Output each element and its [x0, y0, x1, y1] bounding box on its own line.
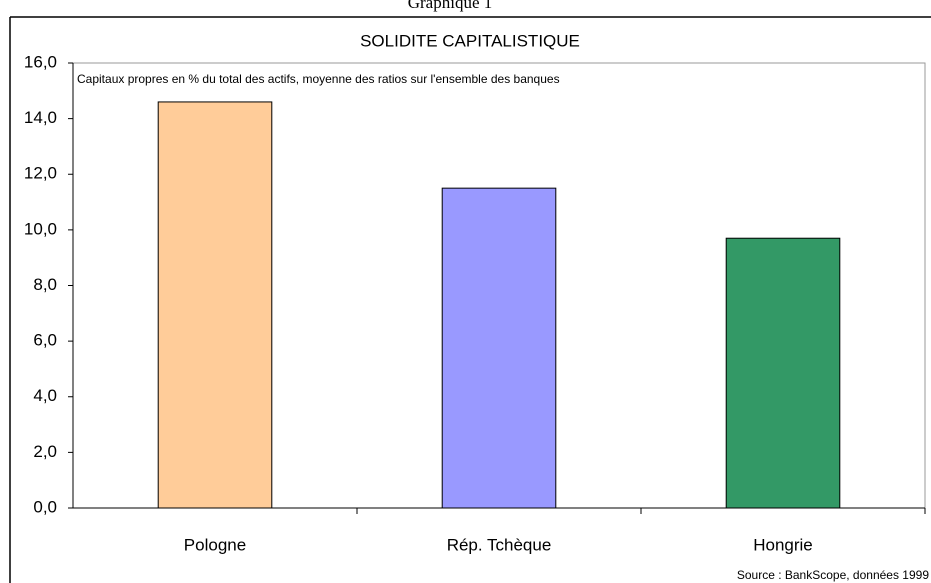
bar [157, 101, 273, 509]
x-tick-label: Pologne [184, 535, 246, 554]
page-header: Graphique 1 [408, 0, 493, 12]
x-tick-label: Rép. Tchèque [447, 535, 552, 554]
y-tick-label: 12,0 [24, 164, 57, 183]
y-tick-label: 16,0 [24, 52, 57, 71]
y-tick-label: 14,0 [24, 108, 57, 127]
y-tick-label: 0,0 [33, 497, 57, 516]
bar [725, 237, 841, 509]
y-tick-label: 10,0 [24, 219, 57, 238]
chart-subtitle: Capitaux propres en % du total des actif… [77, 72, 560, 86]
y-tick-label: 4,0 [33, 386, 57, 405]
bar [441, 187, 557, 509]
y-tick-label: 2,0 [33, 442, 57, 461]
y-tick-label: 8,0 [33, 275, 57, 294]
x-tick-label: Hongrie [753, 535, 813, 554]
chart-title: SOLIDITE CAPITALISTIQUE [360, 31, 580, 50]
y-tick-label: 6,0 [33, 331, 57, 350]
source-note: Source : BankScope, données 1999 [737, 568, 929, 582]
